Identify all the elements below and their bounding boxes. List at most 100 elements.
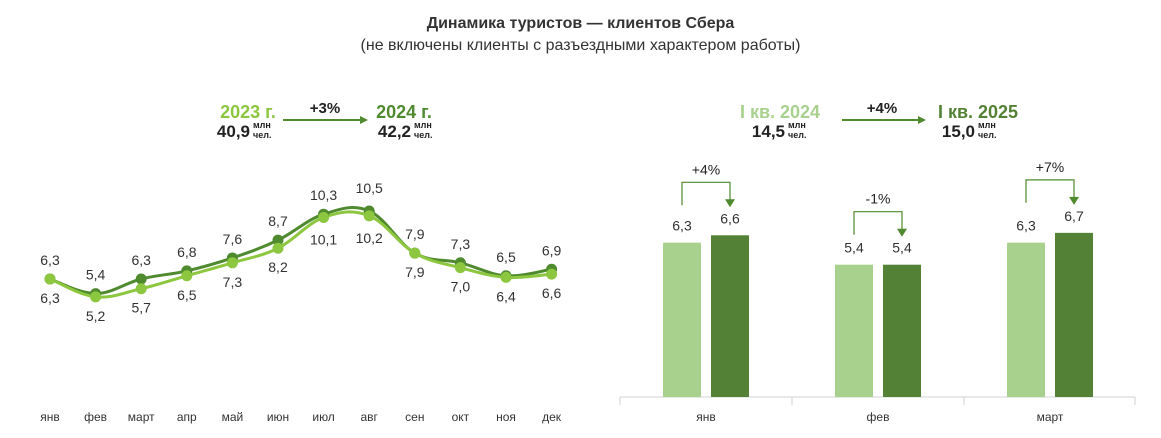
line-x-tick-label: март: [128, 410, 155, 424]
line-x-tick-label: ноя: [496, 410, 516, 424]
data-label-2024: 10,3: [310, 187, 337, 203]
bar-change-arrowhead: [725, 199, 735, 208]
line-x-tick-label: окт: [452, 410, 470, 424]
data-label-2023: 7,9: [405, 264, 425, 280]
bar-x-tick-label: фев: [867, 410, 890, 424]
chart-title-block: Динамика туристов — клиентов Сбера (не в…: [0, 14, 1161, 58]
right-change: +4%: [867, 100, 897, 117]
data-label-2023: 10,2: [356, 230, 383, 246]
data-label-2024: 7,9: [405, 226, 425, 242]
bar-change-label: -1%: [866, 191, 891, 207]
data-point-2023: [226, 257, 238, 269]
right-to-label: I кв. 2025: [938, 102, 1018, 122]
data-label-2023: 6,6: [542, 285, 562, 301]
right-to-unit-bottom: чел.: [978, 130, 996, 140]
right-to-unit-top: млн: [978, 120, 996, 130]
bar-change-bracket: [681, 181, 731, 206]
bar-change-label: +7%: [1036, 159, 1064, 175]
left-from-label: 2023 г.: [220, 102, 276, 122]
data-point-2023: [135, 283, 147, 295]
bar-chart: янв фев март 6,3 5,4 6,3 6,6 5,4 6,7 +4% -1% +7%: [619, 159, 1136, 424]
left-from-value: 40,9: [217, 122, 250, 141]
bar-2025: [711, 235, 749, 397]
line-x-tick-label: апр: [177, 410, 197, 424]
data-point-2023: [44, 273, 56, 285]
line-x-tick-label: сен: [405, 410, 424, 424]
data-label-2023: 5,7: [131, 300, 151, 316]
data-label-2024: 6,3: [40, 252, 60, 268]
right-from-label: I кв. 2024: [740, 102, 820, 122]
data-label-2023: 10,1: [310, 231, 337, 247]
data-label-2024: 6,3: [131, 252, 151, 268]
left-from-unit-bottom: чел.: [253, 130, 271, 140]
left-change: +3%: [310, 100, 340, 117]
data-label-2023: 7,3: [223, 274, 243, 290]
bar-label-2025: 6,6: [720, 210, 740, 226]
data-point-2023: [90, 291, 102, 303]
left-to-value: 42,2: [378, 122, 411, 141]
data-label-2024: 6,5: [496, 249, 516, 265]
data-label-2024: 5,4: [86, 267, 106, 283]
data-label-2023: 6,4: [496, 288, 516, 304]
data-point-2023: [181, 270, 193, 282]
data-point-2023: [318, 211, 330, 223]
right-from-value: 14,5: [752, 122, 785, 141]
data-point-2023: [546, 268, 558, 280]
line-x-tick-label: фев: [84, 410, 107, 424]
bar-label-2025: 6,7: [1064, 208, 1084, 224]
data-point-2023: [409, 247, 421, 259]
bar-change-bracket: [1025, 179, 1075, 203]
data-label-2024: 6,8: [177, 244, 197, 260]
line-x-tick-label: май: [222, 410, 244, 424]
left-to-label: 2024 г.: [376, 102, 432, 122]
left-to-unit-top: млн: [414, 120, 432, 130]
data-label-2024: 10,5: [356, 180, 383, 196]
line-x-tick-label: янв: [40, 410, 60, 424]
data-label-2023: 6,5: [177, 287, 197, 303]
data-label-2024: 7,6: [223, 231, 243, 247]
line-x-tick-label: авг: [360, 410, 378, 424]
data-label-2023: 5,2: [86, 308, 106, 324]
left-header: 2023 г. 40,9 млн чел. +3% 2024 г. 42,2 м…: [217, 100, 433, 141]
bar-2024: [1007, 242, 1045, 397]
right-from-unit-top: млн: [788, 120, 806, 130]
data-point-2023: [272, 242, 284, 254]
data-label-2023: 7,0: [451, 279, 471, 295]
line-x-tick-label: июн: [267, 410, 289, 424]
data-point-2024: [135, 273, 147, 285]
bar-label-2024: 6,3: [1016, 218, 1036, 234]
bar-change-arrowhead: [897, 228, 907, 237]
data-point-2024: [272, 234, 284, 246]
chart-title: Динамика туристов — клиентов Сбера: [426, 15, 735, 32]
data-point-2023: [500, 271, 512, 283]
bar-2025: [883, 264, 921, 397]
bar-2025: [1055, 232, 1093, 397]
data-label-2024: 8,7: [268, 213, 288, 229]
data-point-2023: [454, 262, 466, 274]
right-from-unit-bottom: чел.: [788, 130, 806, 140]
line-x-tick-label: июл: [312, 410, 334, 424]
data-label-2024: 7,3: [451, 236, 471, 252]
data-label-2024: 6,9: [542, 242, 562, 258]
bar-label-2025: 5,4: [892, 240, 912, 256]
bar-change-bracket: [853, 211, 903, 235]
right-to-value: 15,0: [942, 122, 975, 141]
chart-subtitle: (не включены клиенты с разъездными харак…: [360, 37, 801, 54]
bar-label-2024: 6,3: [672, 218, 692, 234]
line-x-tick-label: дек: [542, 410, 562, 424]
bar-x-tick-label: март: [1037, 410, 1064, 424]
left-from-unit-top: млн: [253, 120, 271, 130]
line-chart: янв фев март апр май июн июл авг сен окт ноя дек 6,3…: [40, 180, 562, 424]
bar-2024: [663, 242, 701, 397]
data-point-2023: [363, 210, 375, 222]
bar-x-tick-label: янв: [696, 410, 716, 424]
series-line-2024: [49, 206, 552, 296]
data-label-2023: 6,3: [40, 290, 60, 306]
bar-change-arrowhead: [1069, 196, 1079, 205]
left-to-unit-bottom: чел.: [414, 130, 432, 140]
bar-2024: [835, 264, 873, 397]
bar-label-2024: 5,4: [844, 240, 864, 256]
bar-change-label: +4%: [692, 161, 720, 177]
data-label-2023: 8,2: [268, 259, 288, 275]
